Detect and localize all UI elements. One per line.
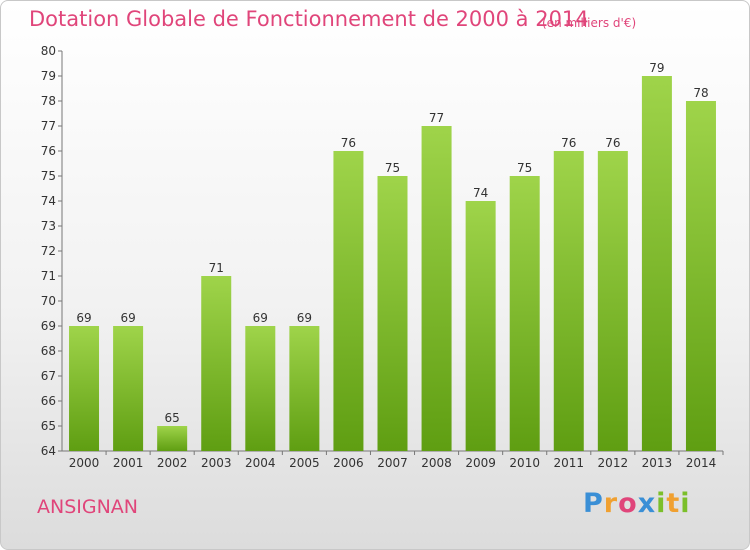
proxiti-logo: Proxiti: [583, 488, 691, 519]
bar-value-label: 65: [165, 411, 180, 425]
y-tick-label: 77: [41, 119, 56, 133]
chart-title: Dotation Globale de Fonctionnement de 20…: [29, 7, 589, 31]
bar-value-label: 76: [341, 136, 356, 150]
bar: [289, 326, 320, 451]
bar-value-label: 75: [517, 161, 532, 175]
bar-value-label: 79: [649, 61, 664, 75]
y-tick-label: 80: [41, 44, 56, 58]
x-tick-label: 2009: [465, 456, 496, 470]
x-tick-label: 2001: [113, 456, 144, 470]
y-tick-label: 73: [41, 219, 56, 233]
x-tick-label: 2002: [157, 456, 188, 470]
x-tick-label: 2007: [377, 456, 408, 470]
bar: [157, 426, 188, 451]
x-tick-label: 2003: [201, 456, 232, 470]
y-tick-label: 78: [41, 94, 56, 108]
bar-value-label: 78: [693, 86, 708, 100]
logo-letter: P: [583, 488, 604, 519]
bar: [201, 276, 232, 451]
bar-value-label: 69: [253, 311, 268, 325]
x-tick-label: 2014: [686, 456, 717, 470]
bar-value-label: 69: [76, 311, 91, 325]
y-tick-label: 68: [41, 344, 56, 358]
bar: [113, 326, 144, 451]
bar: [245, 326, 276, 451]
y-tick-label: 64: [41, 444, 56, 458]
y-tick-label: 67: [41, 369, 56, 383]
x-tick-label: 2008: [421, 456, 452, 470]
x-tick-label: 2010: [509, 456, 540, 470]
commune-name: ANSIGNAN: [37, 496, 139, 518]
x-tick-label: 2012: [598, 456, 629, 470]
y-tick-label: 76: [41, 144, 56, 158]
bar: [509, 176, 540, 451]
y-tick-label: 65: [41, 419, 56, 433]
y-tick-label: 75: [41, 169, 56, 183]
y-tick-label: 71: [41, 269, 56, 283]
bar: [465, 201, 496, 451]
x-tick-label: 2004: [245, 456, 276, 470]
bar-value-label: 71: [209, 261, 224, 275]
bar: [333, 151, 364, 451]
bar-value-label: 74: [473, 186, 488, 200]
x-tick-label: 2006: [333, 456, 364, 470]
x-tick-label: 2005: [289, 456, 320, 470]
x-tick-label: 2011: [553, 456, 584, 470]
bar: [553, 151, 584, 451]
bar: [69, 326, 100, 451]
bar: [377, 176, 408, 451]
bar-value-label: 76: [561, 136, 576, 150]
x-tick-label: 2000: [69, 456, 100, 470]
bar: [685, 101, 716, 451]
bar-value-label: 75: [385, 161, 400, 175]
y-tick-label: 70: [41, 294, 56, 308]
logo-letter: r: [603, 488, 619, 519]
bar-value-label: 77: [429, 111, 444, 125]
y-tick-label: 79: [41, 69, 56, 83]
bar: [421, 126, 452, 451]
y-tick-label: 72: [41, 244, 56, 258]
y-tick-label: 74: [41, 194, 56, 208]
logo-letter: i: [656, 488, 667, 519]
logo-letter: i: [680, 488, 691, 519]
bar-value-label: 69: [120, 311, 135, 325]
logo-letter: t: [666, 488, 681, 519]
logo-letter: x: [637, 488, 657, 519]
x-tick-label: 2013: [642, 456, 673, 470]
y-tick-label: 66: [41, 394, 56, 408]
bar: [597, 151, 628, 451]
bar: [641, 76, 672, 451]
chart-subtitle: (en milliers d'€): [542, 16, 637, 30]
bar-value-label: 76: [605, 136, 620, 150]
logo-letter: o: [618, 488, 638, 519]
bar-value-label: 69: [297, 311, 312, 325]
y-tick-label: 69: [41, 319, 56, 333]
